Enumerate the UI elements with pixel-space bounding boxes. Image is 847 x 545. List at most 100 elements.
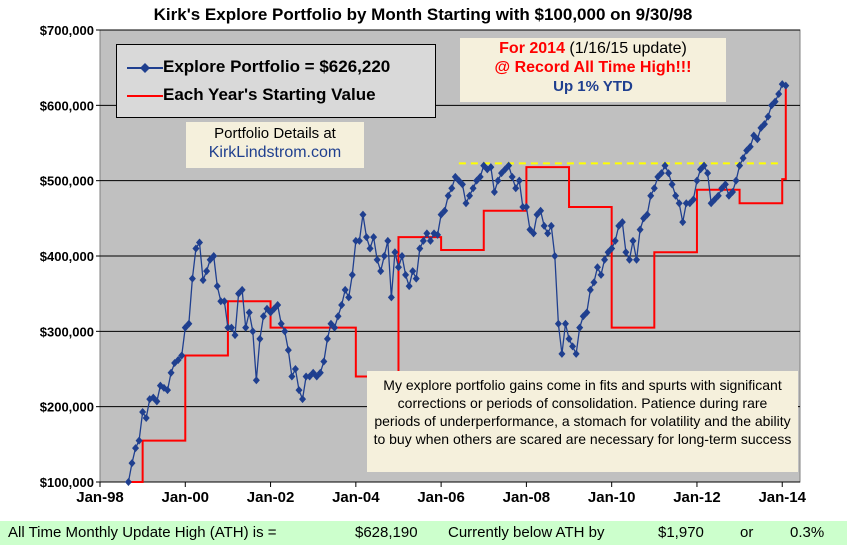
legend-item-portfolio: Explore Portfolio = $626,220 [117, 57, 435, 79]
portfolio-point [284, 346, 292, 355]
portfolio-point [444, 191, 452, 200]
portfolio-point [252, 376, 260, 385]
portfolio-point [419, 236, 427, 245]
portfolio-point [224, 323, 232, 332]
x-tick-label: Jan-00 [162, 489, 210, 506]
portfolio-point [384, 236, 392, 245]
portfolio-point [259, 312, 267, 321]
portfolio-point [551, 252, 559, 260]
portfolio-point [643, 210, 651, 219]
portfolio-point [611, 236, 619, 245]
portfolio-point [192, 244, 200, 253]
portfolio-point [682, 199, 690, 208]
portfolio-point [586, 285, 594, 294]
portfolio-point [782, 81, 790, 90]
portfolio-point [366, 244, 374, 253]
below-ath-percent: 0.3% [790, 524, 825, 541]
update-date-note: (1/16/15 update) [564, 40, 687, 57]
y-tick-label: $200,000 [40, 400, 94, 415]
portfolio-point [583, 308, 591, 317]
portfolio-point [238, 285, 246, 294]
x-axis: Jan-98 Jan-00 Jan-02 Jan-04 Jan-06 Jan-08 Jan-… [76, 482, 807, 506]
portfolio-point [434, 230, 442, 239]
portfolio-point [618, 218, 626, 227]
portfolio-point [227, 323, 235, 332]
update-year: For 2014 [499, 40, 565, 57]
portfolio-point [704, 169, 712, 178]
portfolio-point [391, 248, 399, 257]
y-tick-label: $500,000 [40, 174, 94, 189]
legend-swatch-starting-value [127, 95, 163, 97]
portfolio-point [174, 355, 182, 364]
portfolio-point [537, 206, 545, 215]
update-line-1: For 2014 (1/16/15 update) [460, 40, 726, 58]
portfolio-point [362, 233, 370, 242]
portfolio-point [405, 282, 413, 291]
details-link[interactable]: KirkLindstrom.com [208, 144, 342, 161]
portfolio-point [142, 413, 150, 422]
portfolio-point [245, 308, 253, 317]
portfolio-point [746, 142, 754, 151]
portfolio-point [128, 459, 136, 468]
legend-label-starting-value: Each Year's Starting Value [163, 85, 376, 104]
portfolio-point [348, 270, 356, 279]
portfolio-point [547, 221, 555, 230]
record-high-text: @ Record All Time High!!! [494, 59, 692, 76]
commentary-text: My explore portfolio gains come in fits … [373, 377, 792, 447]
ath-value: $628,190 [355, 524, 418, 541]
portfolio-point [561, 319, 569, 328]
portfolio-point [185, 319, 193, 328]
portfolio-point [441, 206, 449, 215]
portfolio-point [469, 184, 477, 193]
portfolio-point [462, 199, 470, 208]
details-label: Portfolio Details at [214, 125, 336, 142]
portfolio-point [249, 327, 257, 336]
portfolio-point [458, 180, 466, 189]
portfolio-point [402, 270, 410, 279]
portfolio-point [665, 169, 673, 178]
portfolio-point [466, 191, 474, 200]
y-axis: $100,000 $200,000 $300,000 $400,000 $500,000… [40, 23, 100, 490]
portfolio-point [256, 334, 264, 343]
portfolio-point [714, 191, 722, 200]
x-tick-label: Jan-12 [673, 489, 721, 506]
portfolio-point [657, 169, 665, 178]
y-tick-label: $700,000 [40, 23, 94, 38]
portfolio-point [771, 97, 779, 106]
portfolio-point [679, 218, 687, 227]
portfolio-point [320, 357, 328, 366]
x-tick-label: Jan-14 [758, 489, 806, 506]
portfolio-point [167, 368, 175, 377]
portfolio-point [661, 161, 669, 170]
portfolio-point [416, 244, 424, 253]
portfolio-point [124, 478, 132, 486]
portfolio-point [672, 191, 680, 200]
portfolio-point [302, 372, 310, 381]
portfolio-point [291, 365, 299, 373]
portfolio-point [139, 407, 147, 416]
portfolio-point [288, 372, 296, 381]
portfolio-point [753, 135, 761, 144]
portfolio-point [231, 331, 239, 340]
portfolio-point [398, 252, 406, 260]
portfolio-point [323, 334, 331, 343]
portfolio-point [377, 267, 385, 276]
portfolio-point [135, 436, 143, 445]
y-tick-label: $600,000 [40, 98, 94, 113]
portfolio-point [732, 176, 740, 185]
ath-footer: All Time Monthly Update High (ATH) is = … [0, 521, 847, 545]
portfolio-point [299, 395, 307, 404]
legend: Explore Portfolio = $626,220 Each Year's… [116, 44, 436, 118]
series-layer [124, 80, 790, 486]
portfolio-point [540, 221, 548, 230]
x-tick-label: Jan-04 [332, 489, 380, 506]
portfolio-point [693, 176, 701, 185]
portfolio-point [519, 203, 527, 212]
ath-label: All Time Monthly Update High (ATH) is = [8, 524, 277, 541]
x-tick-label: Jan-06 [417, 489, 465, 506]
portfolio-point [210, 252, 218, 260]
ytd-text: Up 1% YTD [553, 78, 633, 95]
portfolio-point [522, 203, 530, 212]
portfolio-point [760, 120, 768, 129]
